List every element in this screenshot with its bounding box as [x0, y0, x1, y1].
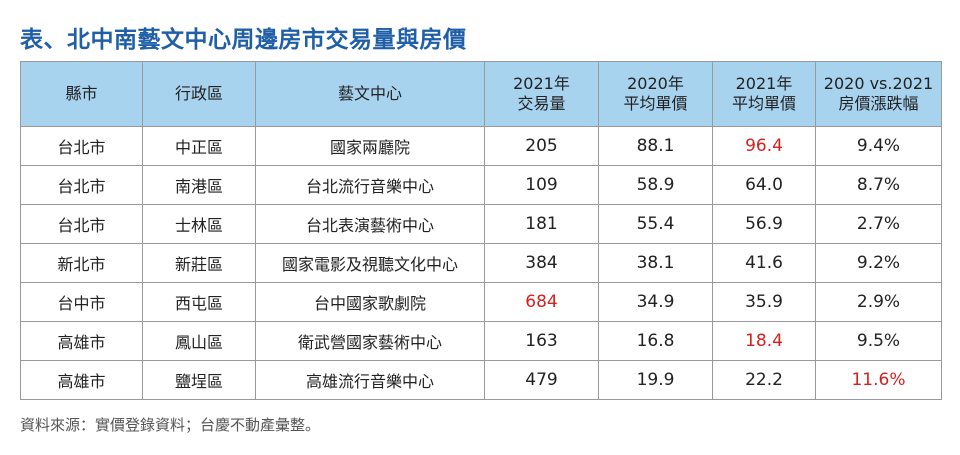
cell-district: 鹽埕區 — [142, 360, 256, 400]
cell-avg-price-2020: 16.8 — [598, 321, 713, 361]
table-header-row: 縣市 行政區 藝文中心 2021年 交易量 2020年 平均單價 2021年 平… — [20, 61, 942, 127]
cell-volume-2021: 384 — [484, 243, 599, 283]
cell-avg-price-2021: 56.9 — [712, 204, 816, 244]
cell-county: 台北市 — [20, 204, 143, 244]
cell-volume-2021: 109 — [484, 165, 599, 205]
cell-arts-center: 衛武營國家藝術中心 — [255, 321, 485, 361]
cell-avg-price-2020: 88.1 — [598, 126, 713, 166]
cell-avg-price-2020: 19.9 — [598, 360, 713, 400]
source-note: 資料來源：實價登錄資料；台慶不動產彙整。 — [20, 416, 321, 434]
cell-district: 南港區 — [142, 165, 256, 205]
cell-avg-price-2020: 58.9 — [598, 165, 713, 205]
cell-price-change: 8.7% — [815, 165, 942, 205]
column-header-district: 行政區 — [142, 61, 256, 127]
cell-avg-price-2020: 38.1 — [598, 243, 713, 283]
cell-district: 鳳山區 — [142, 321, 256, 361]
cell-county: 台中市 — [20, 282, 143, 322]
cell-district: 新莊區 — [142, 243, 256, 283]
table-row: 台北市 中正區 國家兩廳院 205 88.1 96.4 9.4% — [20, 126, 942, 166]
column-header-2020-avg-price: 2020年 平均單價 — [598, 61, 713, 127]
cell-arts-center: 高雄流行音樂中心 — [255, 360, 485, 400]
cell-arts-center: 台中國家歌劇院 — [255, 282, 485, 322]
cell-avg-price-2021: 35.9 — [712, 282, 816, 322]
cell-district: 士林區 — [142, 204, 256, 244]
cell-district: 中正區 — [142, 126, 256, 166]
cell-avg-price-2021: 64.0 — [712, 165, 816, 205]
column-header-county: 縣市 — [20, 61, 143, 127]
cell-county: 台北市 — [20, 126, 143, 166]
cell-county: 新北市 — [20, 243, 143, 283]
cell-avg-price-2020: 55.4 — [598, 204, 713, 244]
cell-volume-2021: 163 — [484, 321, 599, 361]
cell-volume-2021: 684 — [484, 282, 599, 322]
column-header-price-change: 2020 vs.2021 房價漲跌幅 — [815, 61, 942, 127]
cell-volume-2021: 181 — [484, 204, 599, 244]
column-header-2021-avg-price: 2021年 平均單價 — [712, 61, 816, 127]
column-header-2021-volume: 2021年 交易量 — [484, 61, 599, 127]
table-row: 台北市 南港區 台北流行音樂中心 109 58.9 64.0 8.7% — [20, 165, 942, 205]
table-row: 高雄市 鳳山區 衛武營國家藝術中心 163 16.8 18.4 9.5% — [20, 321, 942, 361]
page-title: 表、北中南藝文中心周邊房市交易量與房價 — [20, 27, 467, 53]
cell-avg-price-2020: 34.9 — [598, 282, 713, 322]
cell-price-change: 11.6% — [815, 360, 942, 400]
cell-arts-center: 台北流行音樂中心 — [255, 165, 485, 205]
cell-price-change: 9.2% — [815, 243, 942, 283]
table-body: 台北市 中正區 國家兩廳院 205 88.1 96.4 9.4% 台北市 南港區 台北流行音樂中心… — [20, 126, 942, 400]
table-row: 新北市 新莊區 國家電影及視聽文化中心 384 38.1 41.6 9.2% — [20, 243, 942, 283]
table-row: 高雄市 鹽埕區 高雄流行音樂中心 479 19.9 22.2 11.6% — [20, 360, 942, 400]
cell-volume-2021: 479 — [484, 360, 599, 400]
table-row: 台北市 士林區 台北表演藝術中心 181 55.4 56.9 2.7% — [20, 204, 942, 244]
table-row: 台中市 西屯區 台中國家歌劇院 684 34.9 35.9 2.9% — [20, 282, 942, 322]
cell-county: 高雄市 — [20, 360, 143, 400]
cell-arts-center: 台北表演藝術中心 — [255, 204, 485, 244]
cell-arts-center: 國家兩廳院 — [255, 126, 485, 166]
cell-county: 高雄市 — [20, 321, 143, 361]
cell-avg-price-2021: 22.2 — [712, 360, 816, 400]
cell-avg-price-2021: 96.4 — [712, 126, 816, 166]
cell-district: 西屯區 — [142, 282, 256, 322]
cell-price-change: 9.5% — [815, 321, 942, 361]
cell-price-change: 2.7% — [815, 204, 942, 244]
cell-price-change: 9.4% — [815, 126, 942, 166]
cell-volume-2021: 205 — [484, 126, 599, 166]
column-header-arts-center: 藝文中心 — [255, 61, 485, 127]
cell-price-change: 2.9% — [815, 282, 942, 322]
housing-data-table: 縣市 行政區 藝文中心 2021年 交易量 2020年 平均單價 2021年 平… — [20, 61, 942, 400]
cell-arts-center: 國家電影及視聽文化中心 — [255, 243, 485, 283]
cell-avg-price-2021: 41.6 — [712, 243, 816, 283]
cell-county: 台北市 — [20, 165, 143, 205]
cell-avg-price-2021: 18.4 — [712, 321, 816, 361]
